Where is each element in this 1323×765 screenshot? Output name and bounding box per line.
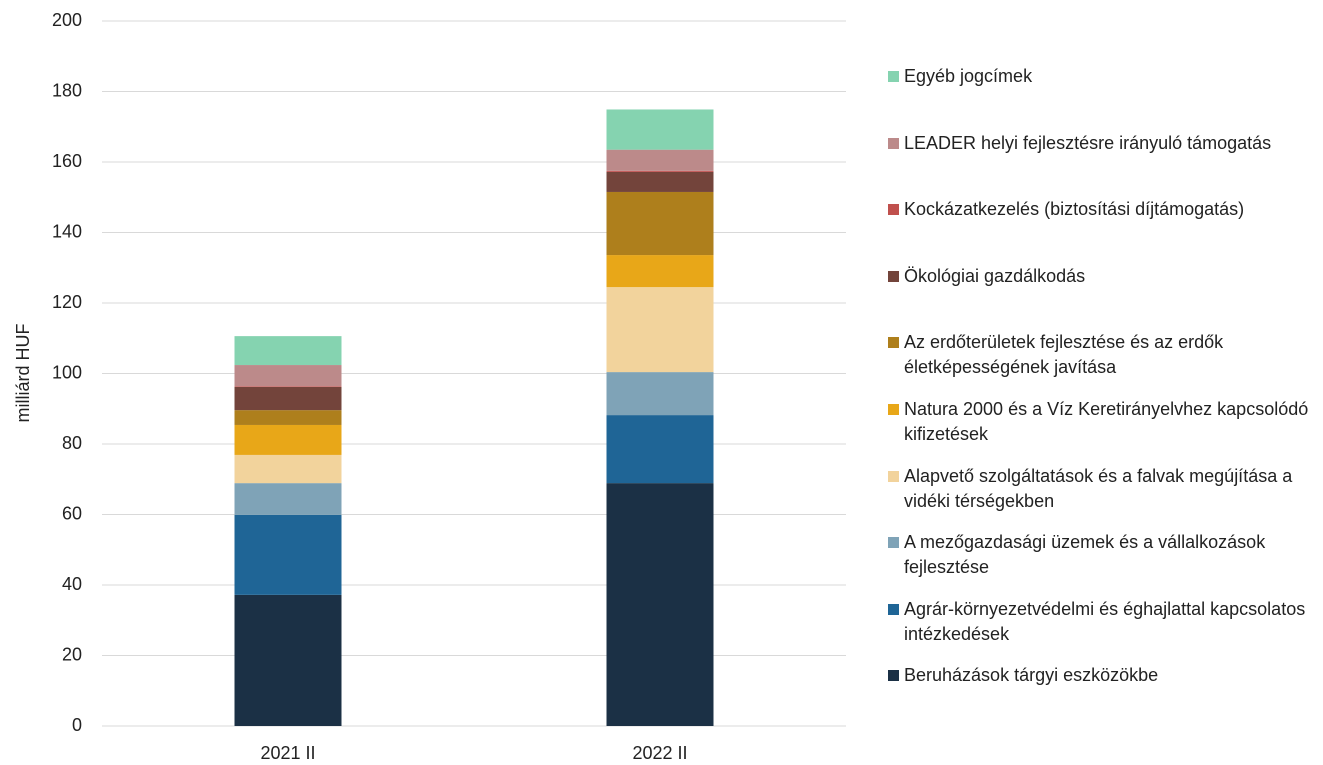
legend-label: Ökológiai gazdálkodás [904, 265, 1086, 286]
legend-label: Agrár-környezetvédelmi és éghajlattal ka… [904, 598, 1306, 644]
legend-item: LEADER helyi fejlesztésre irányuló támog… [888, 131, 1313, 156]
legend-item: Az erdőterületek fejlesztése és az erdők… [888, 330, 1313, 380]
bar-segment [606, 372, 714, 416]
bar-segment [234, 386, 342, 387]
y-tick-label: 100 [52, 362, 82, 382]
bar-segment [234, 365, 342, 387]
y-tick-label: 200 [52, 10, 82, 30]
y-tick-label: 60 [62, 503, 82, 523]
bar-segment [606, 287, 714, 373]
legend-item: Egyéb jogcímek [888, 64, 1313, 89]
y-tick-label: 160 [52, 151, 82, 171]
bar-segment [234, 336, 342, 366]
y-tick-label: 0 [72, 715, 82, 735]
legend-item: A mezőgazdasági üzemek és a vállalkozáso… [888, 530, 1313, 580]
bar-segment [606, 415, 714, 484]
legend-swatch [888, 470, 899, 482]
bar-segment [234, 386, 342, 411]
x-tick-label: 2022 II [632, 743, 687, 763]
legend-item: Natura 2000 és a Víz Keretirányelvhez ka… [888, 397, 1313, 447]
bar-segment [234, 514, 342, 595]
legend-swatch [888, 404, 899, 415]
legend-label: LEADER helyi fejlesztésre irányuló támog… [904, 132, 1272, 153]
bar-segment [606, 109, 714, 150]
y-tick-label: 80 [62, 433, 82, 453]
legend-item: Alapvető szolgáltatások és a falvak megú… [888, 464, 1313, 514]
bar-segment [606, 170, 714, 172]
legend-item: Agrár-környezetvédelmi és éghajlattal ka… [888, 597, 1313, 647]
legend-swatch [888, 603, 899, 615]
bar-segment [606, 483, 714, 726]
legend-item: Beruházások tárgyi eszközökbe [888, 663, 1313, 688]
legend-label: Alapvető szolgáltatások és a falvak megú… [904, 465, 1293, 511]
bar-segment [234, 424, 342, 455]
y-tick-label: 140 [52, 221, 82, 241]
bar-segment [606, 255, 714, 288]
legend-item: Kockázatkezelés (biztosítási díjtámogatá… [888, 197, 1313, 222]
bar-segment [234, 454, 342, 484]
legend-label: A mezőgazdasági üzemek és a vállalkozáso… [904, 532, 1266, 578]
legend-label: Natura 2000 és a Víz Keretirányelvhez ka… [904, 399, 1309, 444]
legend-swatch [888, 71, 899, 82]
y-tick-label: 40 [62, 574, 82, 594]
bar-segment [606, 191, 714, 256]
legend-item: Ökológiai gazdálkodás [888, 264, 1313, 289]
legend-swatch [888, 670, 899, 682]
y-tick-label: 20 [62, 644, 82, 664]
y-axis-label: milliárd HUF [13, 323, 33, 422]
bar-segment [606, 171, 714, 192]
bar-segment [234, 483, 342, 515]
legend-swatch [888, 337, 899, 349]
legend-label: Az erdőterületek fejlesztése és az erdők… [904, 332, 1224, 378]
y-tick-label: 120 [52, 292, 82, 312]
legend-swatch [888, 137, 899, 149]
x-tick-label: 2021 II [260, 743, 315, 763]
y-tick-label: 180 [52, 80, 82, 100]
legend-label: Egyéb jogcímek [904, 66, 1033, 86]
legend-swatch [888, 270, 899, 282]
legend-label: Kockázatkezelés (biztosítási díjtámogatá… [904, 199, 1245, 220]
legend-swatch [888, 537, 899, 549]
bar-segment [606, 149, 714, 171]
bar-segment [234, 594, 342, 726]
bar-segment [234, 410, 342, 425]
legend-swatch [888, 204, 899, 216]
legend-label: Beruházások tárgyi eszközökbe [904, 665, 1159, 686]
